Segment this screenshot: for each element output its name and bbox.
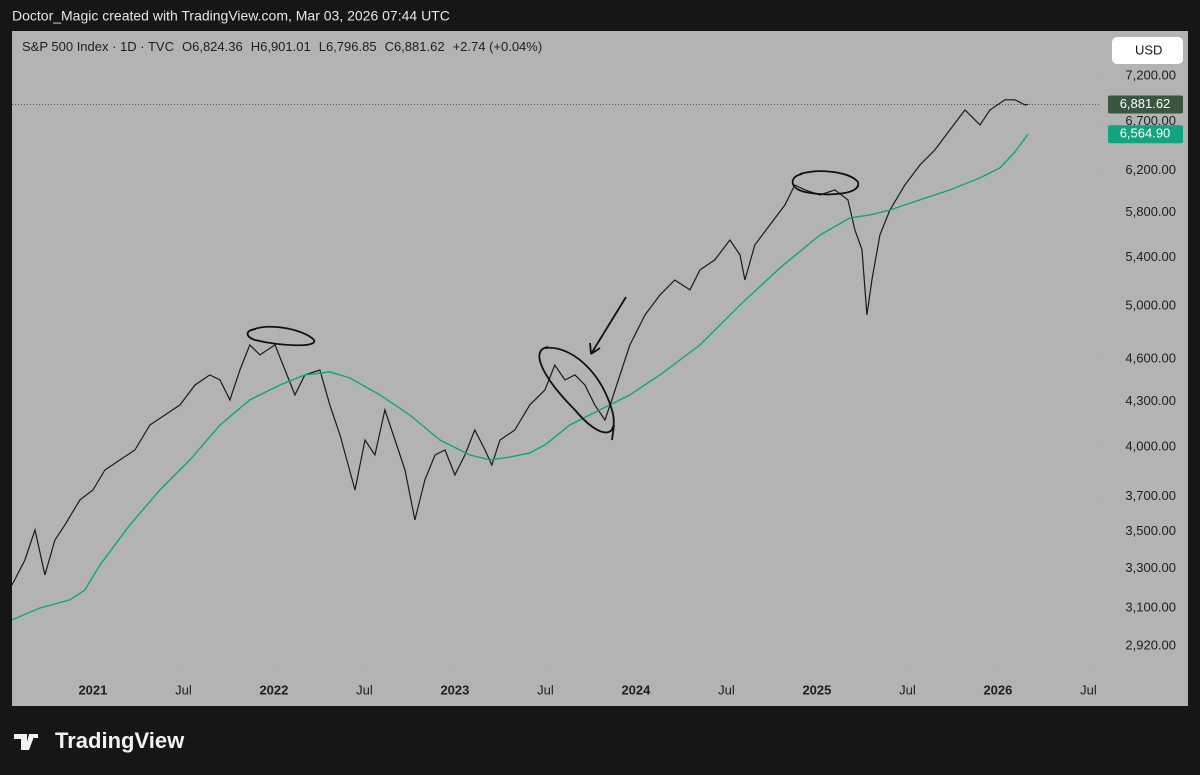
x-tick-label: Jul [1080, 682, 1097, 697]
annotation-tail [611, 424, 615, 441]
legend-value: 6,796.85 [326, 39, 377, 54]
y-tick-label: 3,700.00 [1125, 488, 1176, 503]
annotation-circle [791, 170, 859, 196]
y-tick-label: 3,100.00 [1125, 600, 1176, 615]
y-tick-label: 3,500.00 [1125, 523, 1176, 538]
annotation-circle [538, 346, 615, 434]
y-tick-label: 3,300.00 [1125, 560, 1176, 575]
x-tick-label: Jul [899, 682, 916, 697]
legend-key: L [319, 39, 326, 54]
x-tick-label: 2026 [983, 682, 1012, 697]
header: Doctor_Magic created with TradingView.co… [12, 8, 450, 24]
logo-text: TradingView [55, 728, 185, 753]
x-tick-label: 2023 [440, 682, 469, 697]
x-tick-label: Jul [356, 682, 373, 697]
legend-key: C [385, 39, 394, 54]
y-tick-label: 5,000.00 [1125, 298, 1176, 313]
y-tick-label: 5,800.00 [1125, 204, 1176, 219]
currency-button[interactable] [1112, 37, 1183, 64]
series-line [12, 133, 1029, 621]
y-tick-label: 4,000.00 [1125, 439, 1176, 454]
legend-value: 6,881.62 [394, 39, 445, 54]
y-tick-label: 2,920.00 [1125, 637, 1176, 652]
annotation-circle [246, 325, 315, 347]
legend-value: 6,901.01 [260, 39, 311, 54]
legend-change: +2.74 (+0.04%) [453, 39, 543, 54]
legend-value: 6,824.36 [192, 39, 243, 54]
y-tick-label: 7,200.00 [1125, 67, 1176, 82]
price-tag-label: 6,564.90 [1120, 126, 1171, 141]
x-tick-label: 2021 [78, 682, 107, 697]
y-tick-label: 5,400.00 [1125, 249, 1176, 264]
legend-key: H [251, 39, 260, 54]
price-tag [1108, 95, 1183, 114]
y-tick-label: 4,300.00 [1125, 393, 1176, 408]
logo-icon [14, 734, 38, 750]
x-tick-label: 2022 [259, 682, 288, 697]
y-tick-label: 4,600.00 [1125, 350, 1176, 365]
price-tag [1108, 125, 1183, 144]
y-tick-label: 6,700.00 [1125, 113, 1176, 128]
annotations [246, 170, 859, 441]
chart-area [12, 31, 1188, 706]
plot: 2,920.00 3,100.00 3,300.00 3,500.00 3,700.00… [12, 67, 1176, 697]
footer-logo: TradingView [14, 728, 185, 753]
currency-label[interactable]: USD [1135, 42, 1162, 57]
legend: S&P 500 Index · 1D · TVC O6,824.36 H6,901.… [22, 39, 542, 54]
x-tick-label: Jul [718, 682, 735, 697]
series-line [12, 99, 1029, 586]
x-tick-label: Jul [537, 682, 554, 697]
y-tick-label: 6,200.00 [1125, 162, 1176, 177]
x-tick-label: Jul [175, 682, 192, 697]
legend-key: O [182, 39, 192, 54]
x-tick-label: 2025 [802, 682, 831, 697]
annotation-arrow [589, 296, 627, 355]
legend-symbol: S&P 500 Index · 1D · TVC [22, 39, 174, 54]
x-tick-label: 2024 [621, 682, 651, 697]
price-tag-label: 6,881.62 [1120, 96, 1171, 111]
